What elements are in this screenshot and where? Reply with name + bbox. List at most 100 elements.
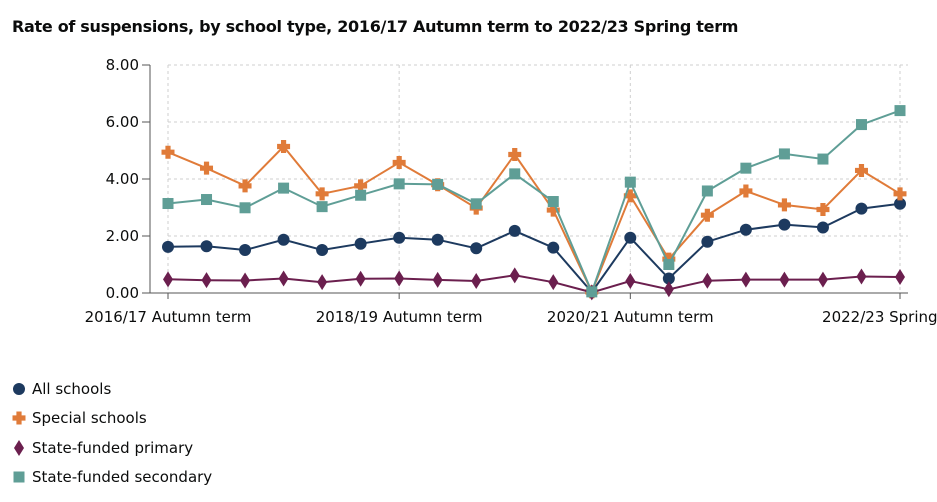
data-point-all-schools — [662, 272, 675, 285]
data-point-state-funded-secondary — [663, 259, 675, 270]
data-point-state-funded-secondary — [701, 185, 713, 197]
data-point-state-funded-primary — [817, 271, 828, 288]
legend-marker-state-funded-secondary — [13, 471, 25, 483]
data-point-state-funded-primary — [779, 271, 790, 288]
data-point-state-funded-primary — [163, 271, 173, 288]
series-special-schools — [161, 140, 907, 299]
data-point-special-schools — [893, 187, 907, 201]
data-point-state-funded-secondary — [393, 178, 405, 190]
series-line-state-funded-secondary — [167, 109, 901, 295]
data-point-state-funded-primary — [509, 267, 520, 284]
data-point-special-schools — [161, 145, 175, 159]
data-point-all-schools — [200, 240, 213, 253]
data-point-state-funded-secondary — [624, 176, 636, 188]
data-point-state-funded-primary — [702, 272, 713, 289]
series-state-funded-secondary — [162, 105, 906, 298]
data-point-state-funded-primary — [625, 273, 636, 290]
circle-marker-icon — [13, 382, 25, 395]
legend-item-special-schools: Special schools — [10, 404, 212, 434]
series-area — [161, 105, 907, 301]
data-point-all-schools — [508, 224, 521, 237]
data-point-state-funded-secondary — [817, 153, 829, 165]
series-state-funded-primary — [163, 267, 905, 301]
y-tick-label: 0.00 — [106, 284, 139, 302]
x-tick-label: 2016/17 Autumn term — [85, 308, 252, 326]
data-point-state-funded-primary — [394, 270, 405, 287]
data-point-state-funded-primary — [355, 270, 366, 287]
data-point-all-schools — [778, 218, 791, 231]
data-point-state-funded-secondary — [509, 168, 521, 180]
grid — [167, 64, 908, 293]
data-point-state-funded-primary — [740, 271, 751, 288]
data-point-state-funded-primary — [895, 269, 905, 286]
axes: 0.00 2.00 4.00 6.00 8.00 2016/17 Autumn term 2… — [85, 56, 937, 326]
legend-item-all-schools: All schools — [10, 374, 212, 404]
x-tick-label: 2018/19 Autumn term — [316, 308, 483, 326]
series-all-schools — [162, 197, 906, 299]
legend-marker-state-funded-primary — [14, 439, 24, 456]
data-point-all-schools — [855, 202, 868, 215]
data-point-all-schools — [701, 235, 714, 248]
data-point-state-funded-secondary — [778, 148, 790, 160]
data-point-special-schools — [238, 179, 252, 193]
x-tick-label: 2020/21 Autumn term — [547, 308, 714, 326]
data-point-special-schools — [546, 203, 560, 217]
data-point-all-schools — [816, 221, 829, 234]
data-point-special-schools — [200, 161, 214, 175]
data-point-special-schools — [854, 163, 868, 177]
line-chart: 0.00 2.00 4.00 6.00 8.00 2016/17 Autumn term 2… — [85, 56, 937, 326]
data-point-state-funded-primary — [201, 272, 212, 289]
data-point-special-schools — [315, 187, 329, 201]
data-point-all-schools — [894, 197, 906, 210]
data-point-state-funded-primary — [548, 274, 559, 291]
data-point-state-funded-secondary — [355, 189, 367, 201]
data-point-state-funded-secondary — [201, 194, 213, 206]
data-point-all-schools — [624, 231, 637, 244]
series-line-all-schools — [167, 202, 901, 294]
plus-marker-icon — [12, 411, 26, 425]
data-point-state-funded-secondary — [894, 105, 906, 117]
legend-item-state-funded-secondary: State-funded secondary — [10, 463, 212, 493]
data-point-state-funded-secondary — [278, 182, 290, 194]
legend-marker-special-schools — [12, 411, 26, 425]
chart-title: Rate of suspensions, by school type, 201… — [12, 17, 739, 36]
legend-item-state-funded-primary: State-funded primary — [10, 433, 212, 463]
data-point-special-schools — [700, 208, 714, 222]
data-point-all-schools — [739, 223, 752, 236]
data-point-all-schools — [316, 243, 329, 256]
legend-label: All schools — [32, 379, 112, 398]
data-point-state-funded-secondary — [855, 119, 867, 131]
y-tick-label: 8.00 — [106, 56, 139, 74]
data-point-special-schools — [623, 189, 637, 203]
data-point-special-schools — [392, 155, 406, 169]
data-point-state-funded-primary — [278, 270, 289, 287]
data-point-all-schools — [393, 231, 406, 244]
series-line-state-funded-primary — [167, 274, 901, 294]
y-tick-label: 2.00 — [106, 227, 139, 245]
data-point-all-schools — [470, 242, 483, 255]
y-tick-label: 4.00 — [106, 170, 139, 188]
legend-marker-all-schools — [13, 382, 25, 395]
x-tick-label: 2022/23 Spring term — [822, 308, 937, 326]
data-point-state-funded-primary — [471, 273, 482, 290]
data-point-special-schools — [816, 202, 830, 216]
data-point-all-schools — [162, 240, 174, 253]
data-point-state-funded-secondary — [740, 162, 752, 174]
data-point-state-funded-primary — [240, 272, 251, 289]
data-point-state-funded-primary — [432, 271, 443, 288]
data-point-special-schools — [354, 179, 368, 193]
data-point-state-funded-primary — [663, 281, 674, 298]
data-point-special-schools — [508, 147, 522, 161]
data-point-state-funded-primary — [317, 274, 328, 291]
data-point-all-schools — [277, 233, 290, 246]
data-point-state-funded-secondary — [239, 202, 251, 214]
legend-label: Special schools — [32, 409, 147, 428]
square-marker-icon — [13, 471, 25, 483]
data-point-state-funded-secondary — [547, 196, 559, 208]
y-tick-label: 6.00 — [106, 113, 139, 131]
data-point-state-funded-secondary — [316, 201, 328, 213]
data-point-state-funded-primary — [856, 268, 867, 285]
data-point-state-funded-secondary — [586, 286, 598, 298]
data-point-special-schools — [277, 140, 291, 154]
legend-label: State-funded secondary — [32, 468, 213, 487]
